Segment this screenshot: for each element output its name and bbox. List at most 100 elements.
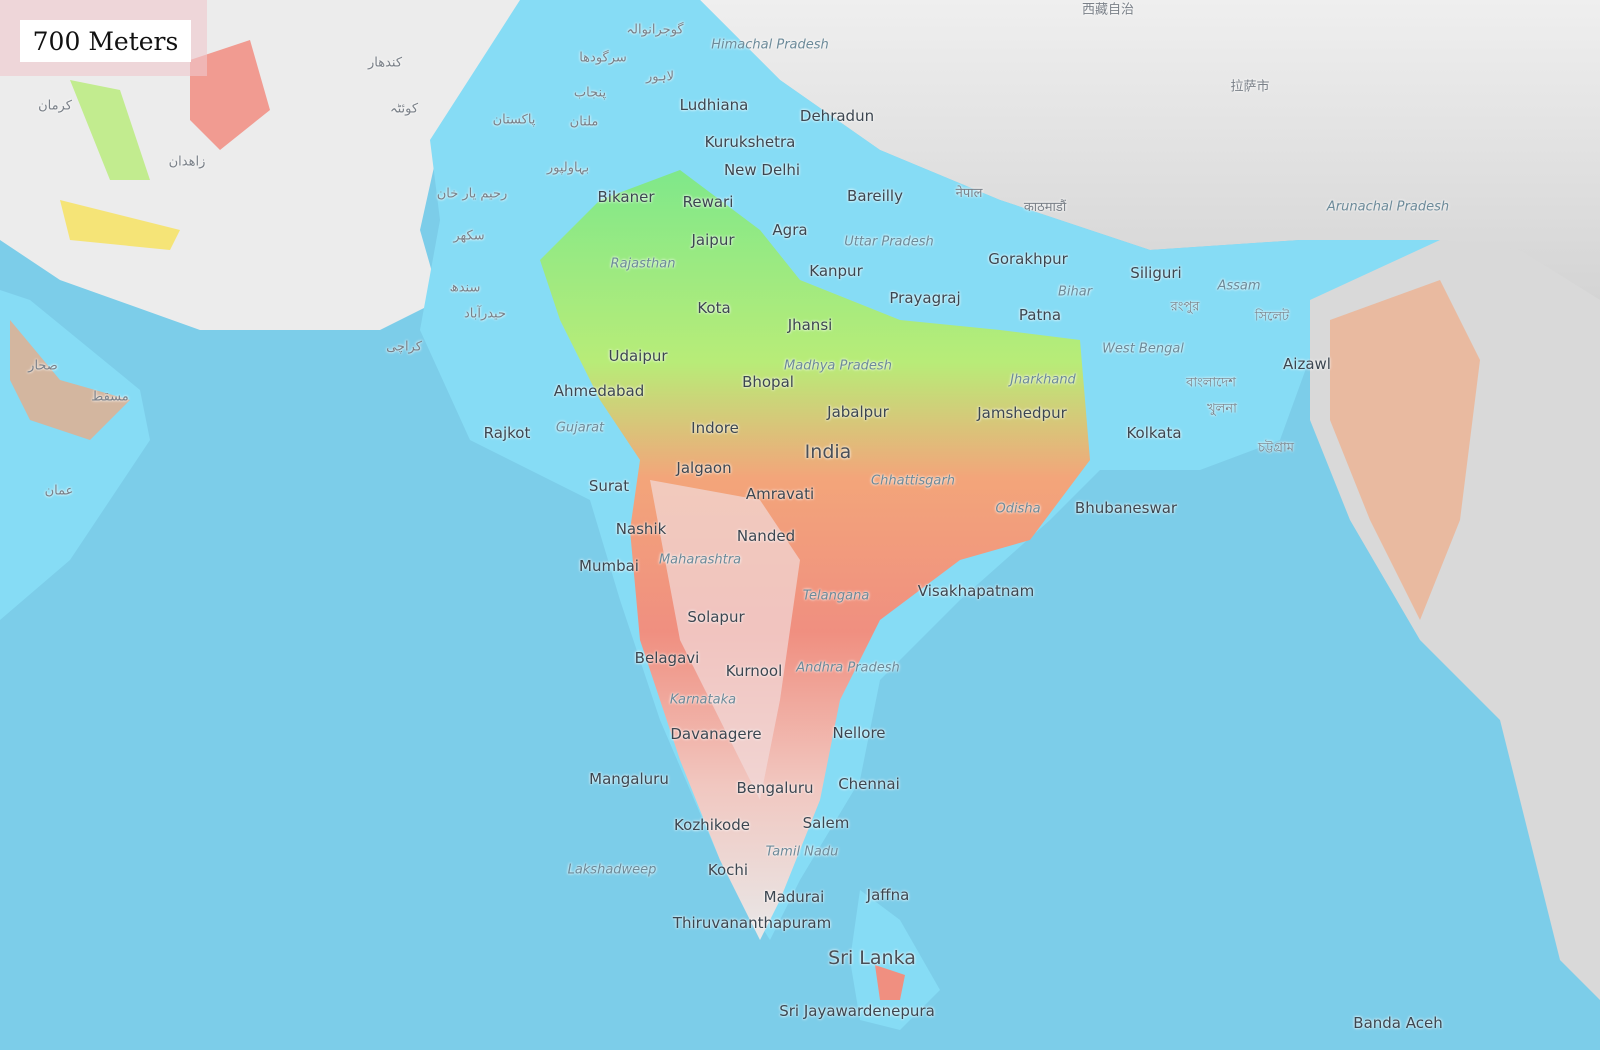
region-label: Madhya Pradesh bbox=[784, 358, 892, 374]
city-label: Kurnool bbox=[725, 662, 783, 680]
region-label: West Bengal bbox=[1102, 341, 1184, 357]
foreign-label: ملتان bbox=[569, 114, 599, 130]
city-label: Jamshedpur bbox=[977, 404, 1067, 422]
city-label: Rajkot bbox=[483, 424, 531, 442]
foreign-label: 拉萨市 bbox=[1230, 79, 1270, 95]
city-label: Jabalpur bbox=[827, 403, 889, 421]
foreign-label: খুলনা bbox=[1207, 401, 1237, 417]
foreign-label: کرمان bbox=[38, 98, 72, 114]
foreign-label: گوجرانوالہ bbox=[626, 22, 684, 38]
city-label: Jalgaon bbox=[676, 459, 732, 477]
iran-highlands bbox=[70, 80, 150, 180]
foreign-label: 西藏自治 bbox=[1081, 2, 1135, 18]
city-label: Amravati bbox=[745, 485, 815, 503]
foreign-label: کوئٹہ bbox=[389, 101, 419, 117]
city-label: Bhopal bbox=[742, 373, 794, 391]
city-label: Visakhapatnam bbox=[917, 582, 1035, 600]
region-label: Maharashtra bbox=[658, 552, 742, 568]
city-label: Nellore bbox=[832, 724, 886, 742]
city-label: New Delhi bbox=[723, 161, 801, 179]
foreign-label: রংপুর bbox=[1170, 299, 1200, 315]
city-label: Siliguri bbox=[1130, 264, 1182, 282]
city-label: Mangaluru bbox=[589, 770, 669, 788]
foreign-label: لاہور bbox=[645, 69, 675, 85]
city-label: Patna bbox=[1018, 306, 1062, 324]
foreign-label: پنجاب bbox=[573, 85, 607, 101]
region-label: Rajasthan bbox=[610, 256, 676, 272]
city-label: Bareilly bbox=[847, 187, 903, 205]
city-label: Sri Jayawardenepura bbox=[779, 1002, 935, 1020]
region-label: Karnataka bbox=[669, 692, 737, 708]
region-label: Jharkhand bbox=[1010, 372, 1076, 388]
city-label: Mumbai bbox=[579, 557, 639, 575]
foreign-label: حیدرآباد bbox=[463, 306, 507, 322]
city-label: Salem bbox=[802, 814, 850, 832]
iran-afghanistan-terrain bbox=[0, 0, 560, 330]
city-label: Dehradun bbox=[799, 107, 875, 125]
city-label: Ahmedabad bbox=[553, 382, 645, 400]
city-label: Kurukshetra bbox=[704, 133, 796, 151]
city-label: Prayagraj bbox=[889, 289, 961, 307]
india-highlands bbox=[540, 170, 1090, 940]
foreign-label: काठमाडौं bbox=[1023, 200, 1067, 215]
foreign-label: زاهدان bbox=[168, 154, 206, 170]
city-label: Davanagere bbox=[670, 725, 762, 743]
foreign-label: سکھر bbox=[453, 228, 485, 244]
city-label: Jaffna bbox=[866, 886, 910, 904]
city-label: Kochi bbox=[707, 861, 749, 879]
city-label: Indore bbox=[691, 419, 739, 437]
foreign-label: بہاولپور bbox=[546, 160, 590, 176]
region-label: Uttar Pradesh bbox=[844, 234, 934, 250]
region-label: Telangana bbox=[802, 588, 870, 604]
foreign-label: کراچی bbox=[386, 339, 422, 355]
city-label: Aizawl bbox=[1283, 355, 1331, 373]
city-label: Jaipur bbox=[691, 231, 735, 249]
city-label: Belagavi bbox=[634, 649, 700, 667]
iran-highlands bbox=[190, 40, 270, 150]
city-label: Bhubaneswar bbox=[1074, 499, 1178, 517]
foreign-label: नेपाल bbox=[955, 186, 983, 201]
sea-level-label: 700 Meters bbox=[20, 20, 191, 62]
oman-highlands bbox=[10, 320, 130, 440]
city-label: Bengaluru bbox=[736, 779, 814, 797]
city-label: Madurai bbox=[763, 888, 825, 906]
iran-highlands bbox=[60, 200, 180, 250]
region-label: Odisha bbox=[995, 501, 1041, 517]
city-label: Kanpur bbox=[809, 262, 863, 280]
region-label: Lakshadweep bbox=[567, 862, 657, 878]
region-label: Bihar bbox=[1057, 284, 1093, 300]
foreign-label: پاکستان bbox=[492, 112, 536, 128]
city-label: Rewari bbox=[682, 193, 734, 211]
city-label: Nashik bbox=[615, 520, 667, 538]
city-label: Agra bbox=[772, 221, 808, 239]
region-label: Himachal Pradesh bbox=[711, 37, 829, 53]
sri-lanka-land bbox=[850, 890, 940, 1030]
deccan-peaks bbox=[650, 480, 800, 800]
city-label: Bikaner bbox=[597, 188, 655, 206]
foreign-label: سندھ bbox=[449, 280, 481, 296]
city-label: Kolkata bbox=[1126, 424, 1182, 442]
city-label: Kota bbox=[697, 299, 731, 317]
foreign-label: বাংলাদেশ bbox=[1186, 375, 1236, 391]
himalaya-terrain bbox=[0, 0, 1600, 560]
city-label: Thiruvananthapuram bbox=[672, 914, 832, 932]
country-label: India bbox=[804, 441, 852, 463]
myanmar-elevation bbox=[1330, 280, 1480, 620]
city-label: Jhansi bbox=[787, 316, 833, 334]
city-label: Solapur bbox=[687, 608, 745, 626]
region-label: Arunachal Pradesh bbox=[1326, 199, 1450, 215]
foreign-label: سرگودھا bbox=[579, 50, 627, 66]
foreign-label: عمان bbox=[44, 483, 74, 499]
foreign-label: مسقط bbox=[91, 389, 129, 405]
city-label: Ludhiana bbox=[679, 96, 749, 114]
foreign-label: رحیم یار خان bbox=[436, 186, 508, 202]
foreign-label: کندهار bbox=[367, 55, 403, 71]
foreign-label: صحار bbox=[28, 358, 58, 374]
foreign-label: সিলেট bbox=[1254, 309, 1290, 325]
city-label: Surat bbox=[588, 477, 630, 495]
city-label: Nanded bbox=[736, 527, 796, 545]
region-label: Gujarat bbox=[555, 420, 605, 436]
sri-lanka-highlands bbox=[875, 965, 905, 1000]
city-label: Gorakhpur bbox=[988, 250, 1068, 268]
